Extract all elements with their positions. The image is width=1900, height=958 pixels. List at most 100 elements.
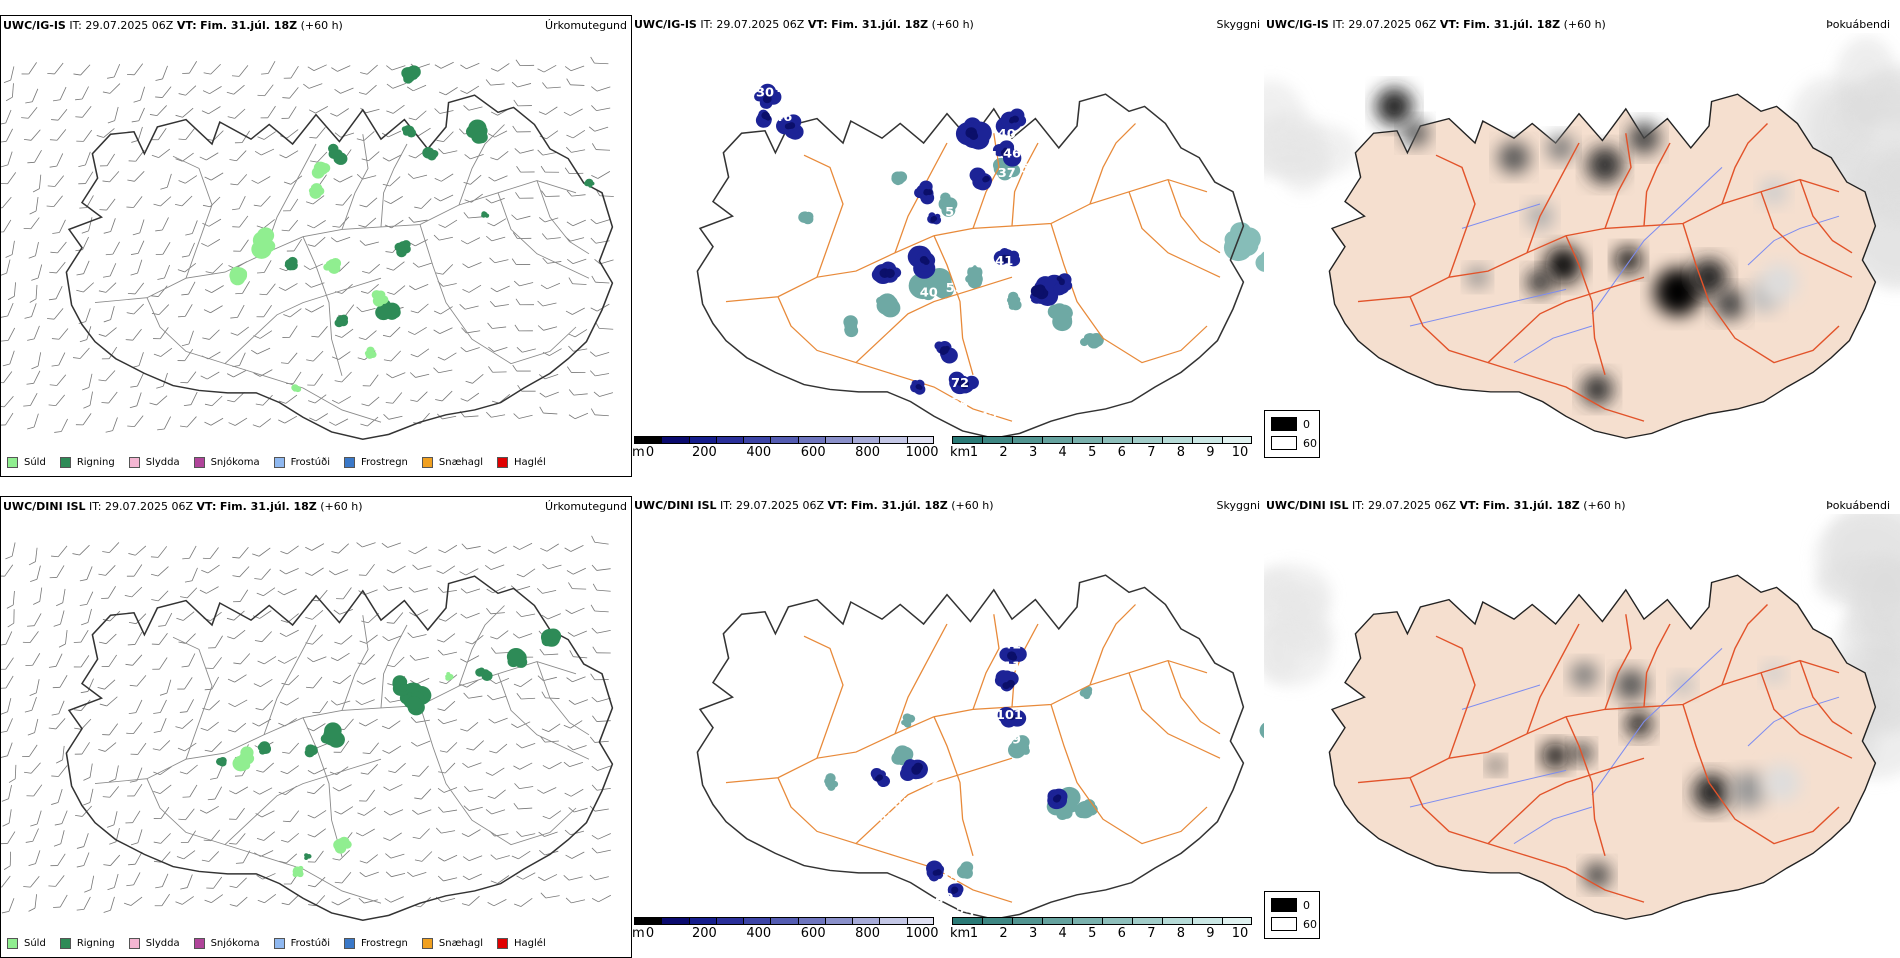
precip-legend-swatch xyxy=(497,938,508,949)
colorbar-tick-label: 2 xyxy=(999,445,1007,460)
precip-panel-igis: UWC/IG-IS IT: 29.07.2025 06Z VT: Fim. 31… xyxy=(0,15,632,477)
precip-legend-label: Rigning xyxy=(77,938,115,949)
panel-header: UWC/IG-IS IT: 29.07.2025 06Z VT: Fim. 31… xyxy=(634,18,974,31)
cloudbase-value-label: 37 xyxy=(837,390,855,405)
precip-legend-label: Frostúði xyxy=(291,938,330,949)
colorbar-swatches xyxy=(952,917,1258,925)
cloudbase-value-label: 63 xyxy=(878,810,896,825)
road-network xyxy=(726,604,1220,902)
colorbar-segment xyxy=(982,436,1012,444)
cloudbase-value-label: 150 xyxy=(957,256,984,271)
colorbar-tick-label: 9 xyxy=(1206,445,1214,460)
colorbar-segment xyxy=(879,917,906,925)
colorbar-tick-label: 1000 xyxy=(905,445,938,460)
colorbar-tick-label: 10 xyxy=(1232,926,1249,941)
cloudbase-value-label: 101 xyxy=(996,708,1023,723)
colorbar-tick-label: 4 xyxy=(1059,445,1067,460)
panel-header: UWC/DINI ISL IT: 29.07.2025 06Z VT: Fim.… xyxy=(634,499,994,512)
fog-panel-igis: UWC/IG-IS IT: 29.07.2025 06Z VT: Fim. 31… xyxy=(1264,15,1900,477)
colorbar-segment xyxy=(716,917,743,925)
cloud-panel-igis: UWC/IG-IS IT: 29.07.2025 06Z VT: Fim. 31… xyxy=(632,15,1264,477)
fog-map xyxy=(1264,514,1900,934)
colorbar-segment xyxy=(689,436,716,444)
precip-legend-label: Frostregn xyxy=(361,938,408,949)
cloudbase-value-label: 40 xyxy=(920,285,938,300)
cloudbase-value-label: 5 xyxy=(945,205,954,220)
colorbar-segment xyxy=(1132,917,1162,925)
colorbar-segment xyxy=(1132,436,1162,444)
cloudbase-value-label: 55 xyxy=(795,834,813,849)
precip-legend-label: Slydda xyxy=(146,457,180,468)
colorbar-tick-label: 3 xyxy=(1029,926,1037,941)
precip-legend-item: Rigning xyxy=(60,938,115,949)
panel-title: Þokuábendi xyxy=(1826,499,1890,512)
colorbar-tick-label: 4 xyxy=(1059,926,1067,941)
colorbar-segment xyxy=(907,436,934,444)
fog-legend: 0 60 xyxy=(1264,410,1320,458)
iceland-coastline xyxy=(66,576,612,920)
precip-legend-label: Súld xyxy=(24,938,46,949)
colorbar-segment xyxy=(661,917,688,925)
precip-legend-label: Frostúði xyxy=(291,457,330,468)
cloudbase-value-label: 41 xyxy=(1003,637,1021,652)
panel-title: Úrkomutegund xyxy=(545,19,627,32)
precip-legend-swatch xyxy=(129,938,140,949)
fog-legend-label: 0 xyxy=(1303,418,1310,431)
fog-legend: 0 60 xyxy=(1264,891,1320,939)
cloudbase-value-label: 55 xyxy=(946,280,964,295)
colorbar-segment xyxy=(1012,917,1042,925)
precip-legend-swatch xyxy=(194,938,205,949)
colorbar-tick-label: 5 xyxy=(1088,445,1096,460)
colorbar-unit: m xyxy=(632,445,645,460)
cloudbase-value-label: 10 xyxy=(1076,358,1094,373)
precip-legend-label: Rigning xyxy=(77,457,115,468)
colorbar-segment xyxy=(907,917,934,925)
precip-legend-swatch xyxy=(7,457,18,468)
colorbar-segment xyxy=(825,917,852,925)
colorbar-tick-label: 6 xyxy=(1118,445,1126,460)
precip-legend-item: Haglél xyxy=(497,938,546,949)
precip-legend-label: Snæhagl xyxy=(439,938,483,949)
precip-legend-item: Rigning xyxy=(60,457,115,468)
panel-title: Úrkomutegund xyxy=(545,500,627,513)
colorbar-tick-label: 600 xyxy=(801,445,826,460)
fog-legend-swatch xyxy=(1271,436,1297,450)
precip-legend: Súld Rigning Slydda Snjókoma Frostúði Frostre… xyxy=(7,938,560,949)
cloudbase-value-label: 55 xyxy=(894,795,912,810)
colorbar-segment xyxy=(770,917,797,925)
colorbar-segment xyxy=(852,917,879,925)
colorbar-tick-label: 800 xyxy=(855,926,880,941)
cloudbase-areas xyxy=(754,84,1072,395)
fog-map xyxy=(1264,33,1900,453)
colorbar-tick-label: 3 xyxy=(1029,445,1037,460)
cloudbase-value-label: 11 xyxy=(1003,659,1021,674)
precip-legend-label: Snjókoma xyxy=(211,938,260,949)
cloudbase-value-label: 43 xyxy=(959,417,977,432)
precip-legend-label: Slydda xyxy=(146,938,180,949)
colorbar-segment xyxy=(1222,436,1252,444)
colorbar-segment xyxy=(1012,436,1042,444)
cloudbase-value-label: 46 xyxy=(774,109,792,124)
colorbar-segment xyxy=(952,917,982,925)
panel-header: UWC/DINI ISL IT: 29.07.2025 06Z VT: Fim.… xyxy=(1266,499,1626,512)
cloudbase-value-label: 40 xyxy=(935,891,953,906)
colorbar-segment xyxy=(689,917,716,925)
precip-legend-item: Frostregn xyxy=(344,938,408,949)
precip-areas xyxy=(229,65,594,392)
cloudbase-value-label: 62 xyxy=(922,773,940,788)
fog-legend-swatch xyxy=(1271,917,1297,931)
panel-header: UWC/DINI ISL IT: 29.07.2025 06Z VT: Fim.… xyxy=(3,500,363,513)
colorbar-tick-label: 400 xyxy=(746,445,771,460)
precip-legend-item: Slydda xyxy=(129,938,180,949)
fog-legend-swatch xyxy=(1271,898,1297,912)
fog-panel-dini: UWC/DINI ISL IT: 29.07.2025 06Z VT: Fim.… xyxy=(1264,496,1900,958)
colorbar-segment xyxy=(634,436,661,444)
colorbar-segment xyxy=(852,436,879,444)
road-network xyxy=(95,124,589,422)
precip-legend-label: Súld xyxy=(24,457,46,468)
precip-legend-swatch xyxy=(344,938,355,949)
colorbar-segment xyxy=(634,917,661,925)
